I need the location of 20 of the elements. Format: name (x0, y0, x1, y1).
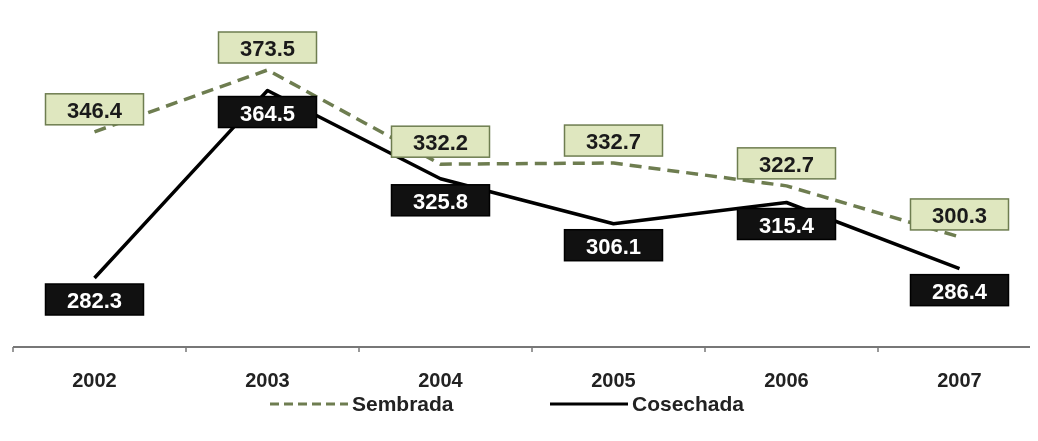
x-tick-label: 2004 (418, 369, 464, 391)
data-label: 315.4 (758, 212, 815, 238)
data-label: 332.7 (585, 129, 642, 155)
data-label: 332.2 (412, 130, 469, 156)
data-label: 286.4 (931, 278, 988, 304)
x-tick-label: 2006 (764, 369, 809, 391)
data-label: 373.5 (239, 36, 296, 61)
data-label: 322.7 (758, 151, 815, 177)
data-label: 364.5 (239, 100, 296, 126)
data-label: 306.1 (585, 233, 642, 259)
data-label: 282.3 (66, 288, 123, 313)
data-label: 300.3 (931, 202, 988, 228)
x-tick-label: 2003 (245, 369, 290, 391)
data-label: 325.8 (412, 188, 469, 214)
x-tick-label: 2007 (937, 369, 982, 391)
x-tick-label: 2005 (591, 369, 636, 391)
legend-label: Cosechada (632, 392, 745, 415)
legend-label: Sembrada (352, 392, 454, 415)
x-tick-label: 2002 (72, 369, 117, 391)
data-label: 346.4 (66, 97, 123, 123)
